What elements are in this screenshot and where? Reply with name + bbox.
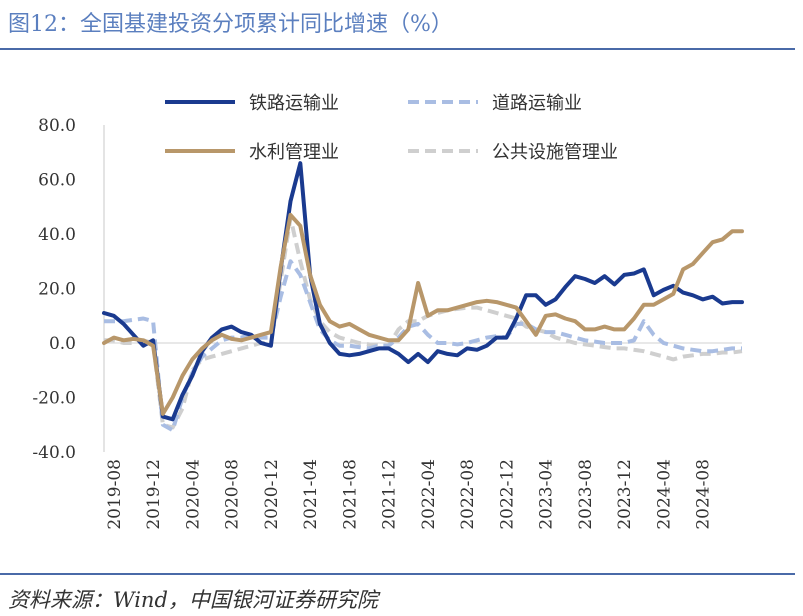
x-tick-label: 2024-08 <box>694 459 714 530</box>
x-tick-label: 2020-08 <box>223 459 243 530</box>
legend-label-3: 公共设施管理业 <box>492 142 618 163</box>
y-tick-label: -40.0 <box>32 443 76 463</box>
x-tick-label: 2021-04 <box>301 459 321 530</box>
x-tick-label: 2022-04 <box>419 459 439 530</box>
x-tick-label: 2021-12 <box>380 459 400 530</box>
series-line-3 <box>104 215 743 430</box>
legend-label-2: 水利管理业 <box>249 142 339 163</box>
legend-label-1: 道路运输业 <box>492 93 582 114</box>
legend-label-0: 铁路运输业 <box>249 93 339 114</box>
y-tick-label: 0.0 <box>49 334 76 354</box>
source-note: 资料来源：Wind，中国银河证券研究院 <box>8 588 378 612</box>
x-tick-label: 2023-12 <box>615 459 635 530</box>
x-tick-label: 2023-08 <box>576 459 596 530</box>
axis-layer: -40.0 -20.0 0.0 20.0 40.0 60.0 80.0 2019-08 2019… <box>32 116 742 530</box>
y-tick-label: -20.0 <box>32 389 76 409</box>
bottom-rule <box>0 573 795 575</box>
x-tick-label: 2022-12 <box>497 459 517 530</box>
y-tick-label: 20.0 <box>38 280 76 300</box>
x-tick-label: 2021-08 <box>340 459 360 530</box>
series-layer <box>102 161 744 433</box>
x-tick-label: 2020-12 <box>262 459 282 530</box>
y-tick-label: 60.0 <box>38 171 76 191</box>
series-line-0 <box>102 161 744 422</box>
series-line-2 <box>102 212 744 416</box>
x-tick-label: 2019-08 <box>105 459 125 530</box>
y-tick-label: 40.0 <box>38 225 76 245</box>
top-rule <box>0 48 795 50</box>
x-tick-label: 2020-04 <box>183 459 203 530</box>
x-tick-label: 2023-04 <box>537 459 557 530</box>
x-tick-label: 2022-08 <box>458 459 478 530</box>
x-tick-label: 2019-12 <box>144 459 164 530</box>
figure-title: 图12：全国基建投资分项累计同比增速（%） <box>8 12 453 37</box>
series-line-1 <box>104 259 742 433</box>
y-tick-label: 80.0 <box>38 116 76 136</box>
x-tick-label: 2024-04 <box>654 459 674 530</box>
line-chart: -40.0 -20.0 0.0 20.0 40.0 60.0 80.0 2019-08 2019… <box>32 93 744 530</box>
